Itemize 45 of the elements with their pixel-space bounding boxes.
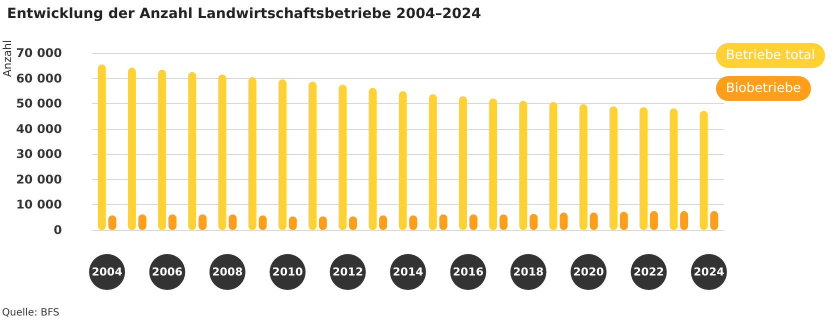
y-axis-title: Anzahl	[1, 40, 14, 78]
bar	[579, 104, 588, 230]
bar	[98, 64, 106, 230]
bar	[308, 82, 317, 230]
y-tick-label: 30 000	[16, 147, 62, 162]
x-tick-label: 2024	[694, 266, 725, 278]
x-tick-label: 2012	[332, 266, 364, 278]
source-note: Quelle: BFS	[2, 308, 60, 318]
text: Betriebe total	[726, 48, 815, 63]
bar	[278, 79, 286, 230]
x-tick-label: 2010	[272, 266, 304, 278]
x-tick-label: 2014	[392, 266, 424, 278]
bar	[489, 98, 498, 230]
y-tick-label: 70 000	[16, 46, 62, 60]
x-tick-label: 2016	[452, 266, 484, 278]
bar	[519, 100, 528, 230]
chart-title: Entwicklung der Anzahl Landwirtschaftsbetriebe 2004–2024	[7, 6, 482, 22]
bar	[248, 77, 256, 230]
y-tick-label: 20 000	[16, 172, 62, 186]
x-tick-label: 2018	[513, 266, 544, 278]
y-tick-label: 10 000	[16, 198, 62, 212]
bar	[640, 107, 648, 230]
y-tick-label: 60 000	[16, 71, 62, 86]
x-tick-label: 2022	[633, 266, 664, 278]
y-tick-label: 40 000	[16, 122, 62, 136]
bar	[188, 72, 196, 230]
y-tick-label: 0	[54, 223, 62, 237]
bar	[218, 74, 226, 230]
bar	[398, 91, 407, 230]
bar	[338, 84, 347, 230]
x-tick-label: 2020	[573, 266, 604, 278]
bar	[128, 68, 136, 230]
bar	[609, 106, 618, 230]
bar	[700, 110, 708, 230]
bar	[549, 102, 558, 230]
bar	[428, 94, 437, 230]
y-tick-label: 50 000	[16, 96, 62, 111]
x-tick-label: 2008	[212, 266, 243, 278]
bar	[670, 108, 678, 230]
x-tick-label: 2006	[152, 266, 183, 278]
bar	[158, 70, 166, 230]
text: Biobetriebe	[726, 81, 801, 96]
x-tick-label: 2004	[92, 266, 123, 278]
bar	[458, 96, 467, 230]
bar	[368, 88, 377, 230]
